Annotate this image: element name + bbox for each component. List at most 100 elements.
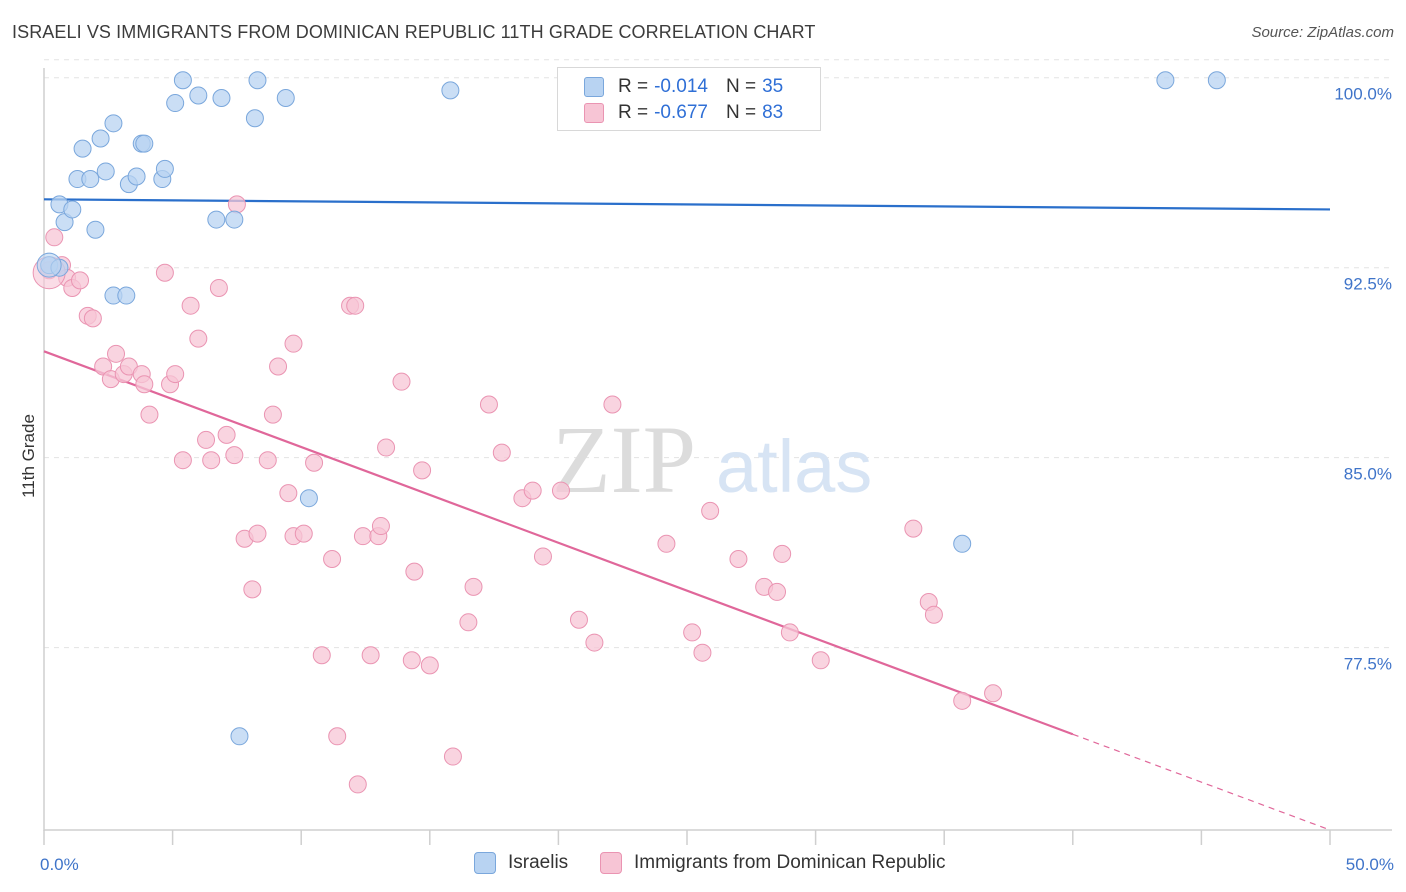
point-dominican: [189, 329, 208, 348]
legend-n-label: N =: [725, 76, 757, 97]
point-israelis: [135, 134, 154, 153]
legend-swatch-dominican: [584, 103, 604, 123]
trend-line-dashed: [1072, 733, 1331, 831]
point-dominican: [71, 271, 90, 290]
point-dominican: [459, 613, 478, 632]
point-dominican: [924, 605, 943, 624]
y-tick-label: 100.0%: [1334, 85, 1392, 104]
point-dominican: [209, 278, 228, 297]
point-dominican: [279, 484, 298, 503]
point-dominican: [773, 544, 792, 563]
x-tick-label: 50.0%: [1346, 855, 1394, 874]
legend-row-dominican: R = -0.677 N = 83: [584, 100, 783, 126]
point-israelis: [155, 159, 174, 178]
legend-swatch-israelis: [474, 852, 496, 874]
point-israelis: [299, 489, 318, 508]
chart-title: ISRAELI VS IMMIGRANTS FROM DOMINICAN REP…: [12, 22, 816, 42]
legend-swatch-israelis: [584, 77, 604, 97]
watermark-zip: ZIP: [552, 406, 696, 513]
point-dominican: [392, 372, 411, 391]
point-dominican: [155, 263, 174, 282]
point-dominican: [533, 547, 552, 566]
point-dominican: [701, 501, 720, 520]
legend-item-dominican: Immigrants from Dominican Republic: [600, 852, 946, 874]
point-dominican: [353, 527, 372, 546]
points-israelis: [36, 71, 1226, 746]
legend-n-value: 83: [762, 102, 784, 123]
stats-legend: R = -0.014 N = 35 R = -0.677 N = 83: [557, 67, 821, 131]
point-israelis: [117, 286, 136, 305]
point-israelis: [207, 210, 226, 229]
point-dominican: [140, 405, 159, 424]
point-dominican: [405, 562, 424, 581]
point-israelis: [441, 81, 460, 100]
point-israelis: [166, 94, 185, 113]
point-israelis: [276, 88, 295, 107]
point-dominican: [492, 443, 511, 462]
point-israelis: [173, 71, 192, 90]
point-israelis: [81, 170, 100, 189]
point-dominican: [284, 334, 303, 353]
point-dominican: [323, 549, 342, 568]
point-dominican: [371, 517, 390, 536]
y-tick-label: 77.5%: [1344, 655, 1392, 674]
point-dominican: [585, 633, 604, 652]
legend-label-israelis: Israelis: [508, 852, 569, 873]
series-legend: Israelis Immigrants from Dominican Repub…: [0, 852, 1406, 878]
point-dominican: [523, 481, 542, 500]
point-dominican: [693, 643, 712, 662]
point-dominican: [657, 534, 676, 553]
point-israelis: [953, 534, 972, 553]
point-dominican: [217, 425, 236, 444]
point-dominican: [361, 646, 380, 665]
point-dominican: [197, 430, 216, 449]
point-israelis-cluster: [36, 252, 62, 278]
point-dominican: [729, 549, 748, 568]
point-dominican: [248, 524, 267, 543]
point-dominican: [479, 395, 498, 414]
legend-label-dominican: Immigrants from Dominican Republic: [634, 852, 946, 873]
point-dominican: [181, 296, 200, 315]
point-dominican: [603, 395, 622, 414]
point-dominican: [225, 446, 244, 465]
point-israelis: [104, 114, 123, 133]
point-dominican: [443, 747, 462, 766]
legend-n-label: N =: [725, 102, 757, 123]
point-dominican: [953, 691, 972, 710]
point-dominican: [227, 195, 246, 214]
point-dominican: [402, 651, 421, 670]
trend-israelis: [43, 198, 1331, 211]
point-israelis: [225, 210, 244, 229]
point-dominican: [346, 296, 365, 315]
legend-row-israelis: R = -0.014 N = 35: [584, 74, 783, 100]
point-dominican: [420, 656, 439, 675]
point-israelis: [96, 162, 115, 181]
point-dominican: [202, 451, 221, 470]
point-dominican: [173, 451, 192, 470]
point-dominican: [45, 228, 64, 247]
point-israelis: [212, 88, 231, 107]
watermark-atlas: atlas: [716, 425, 872, 508]
point-dominican: [780, 623, 799, 642]
legend-n-value: 35: [762, 76, 784, 97]
y-axis-title: 11th Grade: [19, 414, 38, 498]
point-dominican: [135, 375, 154, 394]
point-dominican: [312, 646, 331, 665]
point-dominican: [263, 405, 282, 424]
source-label: Source: ZipAtlas.com: [1251, 24, 1394, 41]
trend-line-solid: [43, 198, 1331, 211]
point-dominican: [413, 461, 432, 480]
point-dominican: [464, 577, 483, 596]
point-israelis: [1207, 71, 1226, 90]
point-dominican: [348, 775, 367, 794]
point-israelis: [127, 167, 146, 186]
point-dominican: [328, 727, 347, 746]
point-dominican: [269, 357, 288, 376]
point-israelis: [1156, 71, 1175, 90]
axis-ticks: 100.0% 92.5% 85.0% 77.5% 0.0% 50.0%: [40, 85, 1394, 874]
point-israelis: [73, 139, 92, 158]
axes: [43, 68, 1392, 845]
legend-item-israelis: Israelis: [474, 852, 568, 874]
point-dominican: [811, 651, 830, 670]
